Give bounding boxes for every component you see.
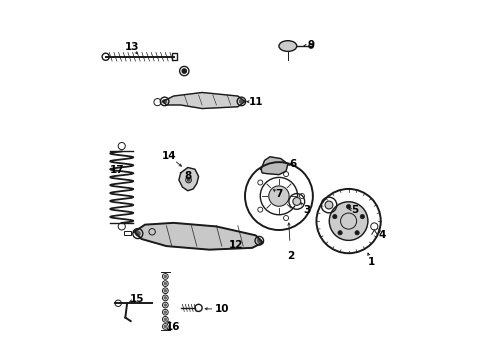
- Circle shape: [240, 100, 243, 103]
- Text: 2: 2: [287, 251, 294, 261]
- Circle shape: [258, 239, 261, 243]
- Circle shape: [164, 275, 167, 278]
- Circle shape: [164, 318, 167, 320]
- Text: 11: 11: [248, 97, 263, 107]
- Circle shape: [163, 100, 167, 103]
- Text: 8: 8: [184, 171, 192, 181]
- Circle shape: [182, 69, 186, 73]
- Text: 7: 7: [275, 189, 283, 199]
- Text: 12: 12: [229, 240, 244, 250]
- Text: 14: 14: [162, 151, 176, 161]
- Circle shape: [346, 204, 351, 209]
- Circle shape: [355, 231, 359, 235]
- Circle shape: [338, 231, 342, 235]
- Circle shape: [164, 283, 167, 285]
- Ellipse shape: [279, 41, 297, 51]
- Polygon shape: [179, 167, 198, 191]
- Circle shape: [188, 179, 190, 181]
- Text: 17: 17: [110, 165, 125, 175]
- Polygon shape: [261, 157, 288, 175]
- Text: 3: 3: [303, 205, 310, 215]
- Circle shape: [329, 202, 368, 240]
- Circle shape: [269, 186, 289, 206]
- Circle shape: [164, 304, 167, 306]
- Text: 6: 6: [290, 159, 297, 169]
- Circle shape: [136, 231, 140, 236]
- Text: 1: 1: [368, 257, 375, 267]
- Text: 16: 16: [166, 322, 181, 332]
- FancyBboxPatch shape: [172, 53, 177, 60]
- Text: 13: 13: [124, 42, 139, 52]
- Circle shape: [164, 311, 167, 313]
- Text: 5: 5: [351, 205, 359, 215]
- Text: 9: 9: [308, 40, 315, 50]
- Circle shape: [360, 215, 365, 219]
- Polygon shape: [134, 223, 263, 249]
- Text: 4: 4: [379, 230, 386, 240]
- Polygon shape: [163, 93, 245, 109]
- Circle shape: [333, 215, 337, 219]
- Text: 10: 10: [215, 304, 229, 314]
- FancyBboxPatch shape: [123, 231, 131, 235]
- Circle shape: [293, 198, 301, 205]
- Circle shape: [164, 325, 167, 328]
- Circle shape: [325, 201, 333, 209]
- Text: 15: 15: [130, 294, 145, 303]
- Circle shape: [164, 290, 167, 292]
- Circle shape: [164, 297, 167, 299]
